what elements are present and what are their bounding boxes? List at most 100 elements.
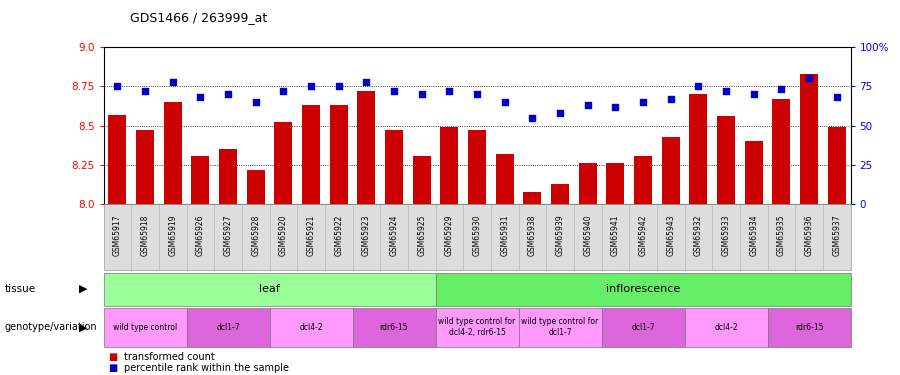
Point — [304, 83, 319, 89]
Text: leaf: leaf — [259, 284, 280, 294]
Text: genotype/variation: genotype/variation — [4, 322, 97, 332]
Text: GSM65919: GSM65919 — [168, 214, 177, 256]
Point — [802, 75, 816, 81]
Point — [276, 88, 291, 94]
Bar — [192, 156, 210, 204]
Bar — [136, 130, 154, 204]
Bar — [468, 130, 486, 204]
Text: GSM65921: GSM65921 — [307, 214, 316, 256]
Point — [470, 91, 484, 97]
Point — [498, 99, 512, 105]
Point — [387, 88, 401, 94]
Text: GSM65920: GSM65920 — [279, 214, 288, 256]
Bar — [440, 127, 458, 204]
Text: rdr6-15: rdr6-15 — [380, 322, 409, 332]
Point — [746, 91, 760, 97]
Text: GSM65924: GSM65924 — [390, 214, 399, 256]
Text: dcl1-7: dcl1-7 — [631, 322, 655, 332]
Point — [415, 91, 429, 97]
Text: GSM65918: GSM65918 — [140, 214, 149, 256]
Text: GSM65923: GSM65923 — [362, 214, 371, 256]
Text: GSM65937: GSM65937 — [832, 214, 842, 256]
Text: GSM65933: GSM65933 — [722, 214, 731, 256]
Text: GSM65940: GSM65940 — [583, 214, 592, 256]
Text: GSM65925: GSM65925 — [418, 214, 427, 256]
Bar — [219, 149, 237, 204]
Text: GSM65930: GSM65930 — [472, 214, 482, 256]
Point — [525, 115, 539, 121]
Text: wild type control for
dcl1-7: wild type control for dcl1-7 — [521, 318, 598, 337]
Text: GSM65928: GSM65928 — [251, 214, 260, 256]
Bar — [413, 156, 431, 204]
Text: GSM65934: GSM65934 — [749, 214, 758, 256]
Point — [166, 78, 180, 84]
Text: dcl4-2: dcl4-2 — [299, 322, 323, 332]
Text: dcl1-7: dcl1-7 — [216, 322, 239, 332]
Text: GSM65931: GSM65931 — [500, 214, 509, 256]
Point — [663, 96, 678, 102]
Bar — [717, 116, 735, 204]
Text: rdr6-15: rdr6-15 — [795, 322, 824, 332]
Bar — [800, 74, 818, 204]
Point — [635, 99, 650, 105]
Bar — [689, 94, 707, 204]
Text: ▶: ▶ — [78, 322, 87, 332]
Point — [691, 83, 706, 89]
Text: wild type control for
dcl4-2, rdr6-15: wild type control for dcl4-2, rdr6-15 — [438, 318, 516, 337]
Text: GSM65936: GSM65936 — [805, 214, 814, 256]
Bar — [247, 170, 265, 204]
Text: GSM65942: GSM65942 — [638, 214, 647, 256]
Point — [719, 88, 733, 94]
Text: dcl4-2: dcl4-2 — [715, 322, 738, 332]
Text: wild type control: wild type control — [112, 322, 177, 332]
Text: percentile rank within the sample: percentile rank within the sample — [124, 363, 289, 373]
Text: ▶: ▶ — [78, 284, 87, 294]
Bar — [164, 102, 182, 204]
Bar — [744, 141, 762, 204]
Text: GSM65939: GSM65939 — [555, 214, 564, 256]
Bar — [496, 154, 514, 204]
Text: GSM65922: GSM65922 — [334, 214, 343, 256]
Point — [359, 78, 374, 84]
Text: GSM65927: GSM65927 — [223, 214, 232, 256]
Bar — [579, 164, 597, 204]
Bar — [828, 127, 846, 204]
Bar — [108, 115, 126, 204]
Text: GSM65941: GSM65941 — [611, 214, 620, 256]
Point — [553, 110, 567, 116]
Bar — [551, 184, 569, 204]
Bar — [634, 156, 652, 204]
Text: GSM65935: GSM65935 — [777, 214, 786, 256]
Bar — [385, 130, 403, 204]
Point — [194, 94, 208, 100]
Text: GSM65938: GSM65938 — [527, 214, 536, 256]
Text: ■: ■ — [108, 352, 117, 362]
Text: GSM65929: GSM65929 — [445, 214, 454, 256]
Bar — [662, 136, 680, 204]
Bar — [357, 91, 375, 204]
Bar — [772, 99, 790, 204]
Point — [220, 91, 235, 97]
Point — [331, 83, 346, 89]
Point — [138, 88, 152, 94]
Text: GSM65943: GSM65943 — [666, 214, 675, 256]
Bar — [302, 105, 320, 204]
Text: transformed count: transformed count — [124, 352, 215, 362]
Point — [442, 88, 456, 94]
Text: inflorescence: inflorescence — [606, 284, 680, 294]
Bar — [523, 192, 541, 204]
Point — [580, 102, 595, 108]
Point — [248, 99, 263, 105]
Text: GSM65917: GSM65917 — [112, 214, 122, 256]
Text: tissue: tissue — [4, 284, 36, 294]
Point — [608, 104, 623, 110]
Text: GSM65932: GSM65932 — [694, 214, 703, 256]
Text: GSM65926: GSM65926 — [196, 214, 205, 256]
Bar — [329, 105, 347, 204]
Point — [830, 94, 844, 100]
Text: ■: ■ — [108, 363, 117, 373]
Bar — [607, 164, 625, 204]
Bar — [274, 123, 292, 204]
Point — [774, 86, 788, 92]
Text: GDS1466 / 263999_at: GDS1466 / 263999_at — [130, 11, 268, 24]
